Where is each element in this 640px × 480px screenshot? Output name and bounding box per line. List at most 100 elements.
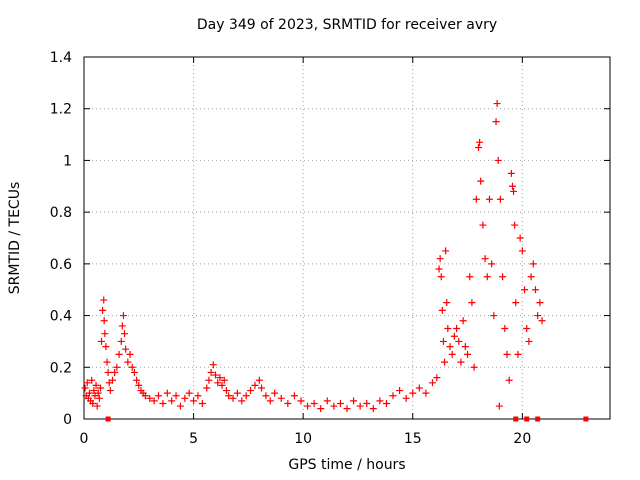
x-axis-label: GPS time / hours: [288, 457, 406, 473]
data-point: [135, 381, 143, 389]
data-point: [124, 358, 132, 366]
data-point: [510, 187, 518, 195]
x-tick-label: 0: [80, 431, 89, 447]
data-point: [146, 394, 154, 402]
y-tick-label: 1.4: [50, 50, 72, 66]
data-point: [172, 392, 180, 400]
y-tick-label: 0.6: [50, 257, 72, 273]
data-point: [194, 392, 202, 400]
data-point: [141, 392, 149, 400]
data-point: [475, 144, 482, 151]
data-point: [159, 399, 167, 407]
data-point: [382, 399, 390, 407]
data-point: [507, 169, 515, 177]
x-tick-label: 10: [294, 431, 312, 447]
data-point: [450, 332, 458, 340]
data-point: [176, 402, 184, 410]
data-point: [350, 397, 358, 405]
data-point: [485, 195, 493, 203]
data-point: [115, 350, 123, 358]
data-point: [220, 376, 228, 384]
data-point: [461, 343, 469, 351]
data-point: [83, 379, 91, 387]
data-point: [508, 182, 516, 190]
data-point: [297, 397, 305, 405]
data-point: [476, 138, 484, 146]
data-point: [523, 325, 531, 332]
data-point: [258, 384, 266, 392]
data-point: [118, 322, 126, 330]
data-point: [126, 350, 134, 358]
data-point: [92, 381, 100, 389]
data-point: [538, 317, 546, 325]
data-point: [90, 387, 98, 395]
zero-marker: [583, 416, 589, 422]
data-point: [207, 368, 215, 376]
data-point: [466, 273, 474, 281]
data-point: [457, 358, 465, 366]
data-point: [442, 247, 450, 255]
data-point: [436, 255, 444, 263]
data-point: [464, 350, 472, 358]
data-point: [444, 325, 452, 332]
data-point: [415, 384, 423, 392]
data-point: [242, 392, 250, 400]
data-point: [531, 286, 539, 294]
data-point: [376, 397, 384, 405]
data-point: [512, 299, 520, 307]
data-point: [185, 389, 193, 397]
data-point: [518, 247, 526, 255]
data-point: [106, 387, 114, 395]
data-point: [492, 118, 500, 126]
data-point: [493, 100, 501, 108]
data-point: [477, 177, 485, 185]
y-tick-label: 0.4: [50, 309, 72, 325]
data-point: [317, 405, 325, 413]
data-point: [117, 337, 125, 345]
data-point: [290, 392, 298, 400]
data-point: [96, 384, 104, 392]
x-tick-label: 15: [404, 431, 422, 447]
data-point: [481, 255, 489, 263]
zero-marker: [105, 416, 111, 422]
data-point: [209, 361, 217, 369]
data-point: [521, 286, 529, 294]
data-point: [496, 195, 504, 203]
data-point: [218, 381, 226, 389]
data-point: [214, 379, 222, 387]
chart-title: Day 349 of 2023, SRMTID for receiver avr…: [196, 17, 498, 33]
data-point: [527, 273, 535, 281]
data-point: [402, 394, 410, 402]
data-point: [435, 265, 443, 273]
data-point: [181, 394, 189, 402]
data-point: [247, 387, 255, 395]
data-point: [483, 273, 491, 281]
data-point: [85, 389, 93, 397]
data-point: [459, 317, 467, 325]
data-point: [534, 312, 542, 320]
data-point: [133, 376, 141, 384]
data-point: [88, 376, 96, 384]
data-point: [216, 374, 224, 382]
data-point: [441, 358, 449, 366]
zero-marker: [513, 416, 519, 422]
data-point: [396, 387, 404, 395]
data-point: [525, 337, 533, 345]
data-point: [536, 299, 544, 307]
data-point: [205, 376, 213, 384]
data-point: [479, 221, 487, 229]
data-point: [266, 397, 274, 405]
data-point: [89, 399, 97, 407]
data-point: [495, 402, 503, 410]
data-point: [516, 234, 524, 242]
data-point: [470, 363, 478, 371]
data-point: [446, 343, 454, 351]
data-point: [494, 156, 502, 164]
data-point: [155, 392, 163, 400]
data-point: [119, 312, 127, 320]
data-point: [488, 260, 496, 268]
data-point: [233, 389, 241, 397]
data-point: [472, 195, 480, 203]
data-point: [511, 221, 519, 229]
data-point: [101, 330, 109, 338]
